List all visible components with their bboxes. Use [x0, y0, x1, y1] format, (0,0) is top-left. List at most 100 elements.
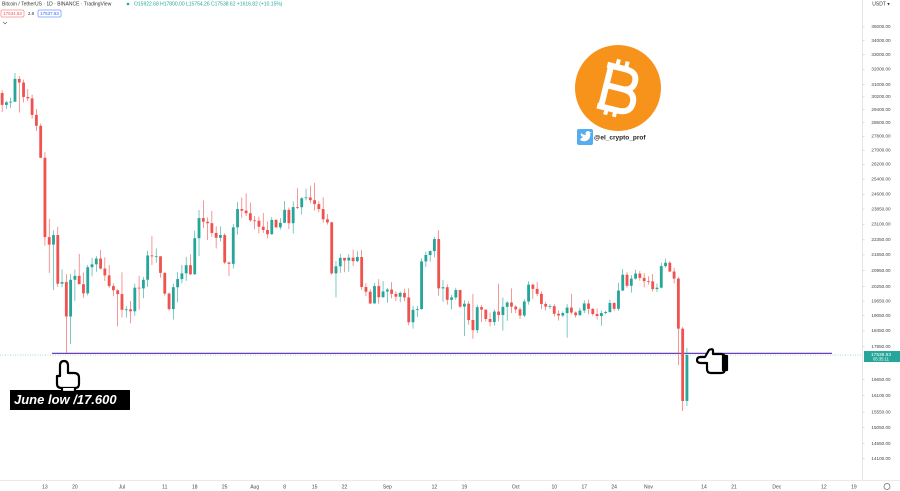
candle-body — [608, 302, 612, 313]
candle-body — [569, 307, 573, 313]
candle-body — [535, 288, 539, 294]
candle-body — [462, 303, 466, 307]
candle-body — [107, 275, 111, 287]
candle-body — [617, 290, 620, 309]
candle-body — [167, 293, 171, 310]
candle-body — [13, 78, 17, 102]
spread: 2.8 — [28, 11, 35, 16]
candle-body — [227, 262, 231, 264]
candle-body — [544, 303, 548, 307]
candle-body — [214, 232, 218, 238]
x-tick-label: 19 — [462, 484, 468, 490]
candle-body — [9, 101, 13, 103]
x-tick-label: 18 — [192, 484, 198, 490]
candle-body — [360, 256, 364, 287]
candle-body — [124, 309, 128, 311]
x-tick-label: 15 — [312, 484, 318, 490]
x-tick-label: 20 — [72, 484, 78, 490]
collapse-icon[interactable] — [2, 21, 8, 25]
candle-body — [450, 297, 453, 300]
candle-body — [441, 287, 445, 289]
y-tick-label: 17850.00 — [871, 344, 891, 349]
candle-body — [664, 262, 667, 267]
candle-body — [351, 257, 355, 262]
candle-body — [518, 309, 522, 316]
candle-body — [189, 265, 192, 275]
candle-body — [261, 226, 265, 231]
y-tick-label: 14550.00 — [871, 441, 891, 446]
candle-body — [69, 279, 73, 317]
hand-pointer-left — [695, 348, 729, 375]
candle-body — [364, 286, 368, 292]
x-tick-label: 12 — [432, 484, 438, 490]
settings-icon[interactable] — [883, 483, 891, 490]
candle-body — [26, 96, 30, 99]
candle-body — [458, 290, 462, 307]
currency-label[interactable]: USDT ▾ — [872, 1, 890, 7]
y-tick-label: 16650.00 — [871, 377, 891, 382]
candle-body — [86, 267, 90, 294]
candle-body — [184, 265, 188, 274]
x-tick-label: 10 — [551, 484, 557, 490]
candle-body — [574, 312, 578, 316]
candle-body — [154, 256, 158, 258]
y-tick-label: 19050.00 — [871, 313, 891, 318]
candle-body — [219, 235, 222, 238]
candle-body — [522, 301, 526, 316]
x-tick-label: Aug — [250, 484, 259, 490]
candle-body — [668, 262, 672, 272]
candle-body — [685, 355, 689, 401]
candle-body — [338, 257, 342, 267]
candle-body — [99, 258, 102, 269]
x-tick-label: 22 — [342, 484, 348, 490]
candle-body — [467, 303, 471, 321]
candle-body — [638, 273, 642, 278]
candle-body — [17, 78, 21, 83]
twitter-handle: @el_crypto_prof — [594, 135, 646, 142]
candle-body — [411, 309, 415, 323]
candle-body — [193, 238, 197, 275]
candle-body — [248, 213, 252, 221]
candle-body — [642, 277, 646, 282]
candle-body — [373, 286, 376, 304]
x-tick-label: 12 — [821, 484, 827, 490]
candle-body — [266, 230, 269, 235]
candle-body — [475, 307, 479, 331]
candle-body — [625, 274, 629, 286]
x-tick-label: 17 — [581, 484, 587, 490]
candle-body — [514, 306, 518, 310]
candle-body — [334, 266, 338, 274]
candle-body — [552, 306, 556, 314]
sell-box[interactable] — [0, 9, 25, 18]
hand-pointer-up — [55, 359, 81, 394]
candle-body — [390, 289, 394, 294]
y-tick-label: 15550.00 — [871, 409, 891, 414]
candle-body — [30, 98, 34, 115]
candle-body — [433, 239, 436, 252]
candle-body — [291, 207, 295, 224]
candle-body — [488, 319, 492, 323]
x-tick-label: 8 — [283, 484, 286, 490]
candle-body — [90, 264, 94, 268]
y-tick-label: 19650.00 — [871, 298, 891, 303]
y-tick-label: 20250.00 — [871, 284, 891, 289]
x-tick-label: 21 — [731, 484, 737, 490]
buy-box[interactable] — [37, 9, 62, 18]
candle-body — [257, 220, 261, 227]
y-tick-label: 32000.00 — [871, 67, 891, 72]
candle-body — [308, 197, 312, 201]
x-tick-label: 24 — [611, 484, 617, 490]
candle-body — [420, 261, 423, 310]
candle-body — [287, 209, 291, 224]
candle-body — [355, 256, 359, 262]
candle-body — [505, 302, 509, 307]
x-tick-label: 19 — [851, 484, 857, 490]
candle-body — [120, 294, 124, 310]
candle-body — [171, 287, 175, 310]
annotation: June low /17.600 — [14, 392, 117, 407]
candle-body — [313, 200, 316, 205]
candle-body — [197, 218, 201, 239]
candle-body — [278, 222, 282, 228]
candle-body — [270, 219, 274, 235]
